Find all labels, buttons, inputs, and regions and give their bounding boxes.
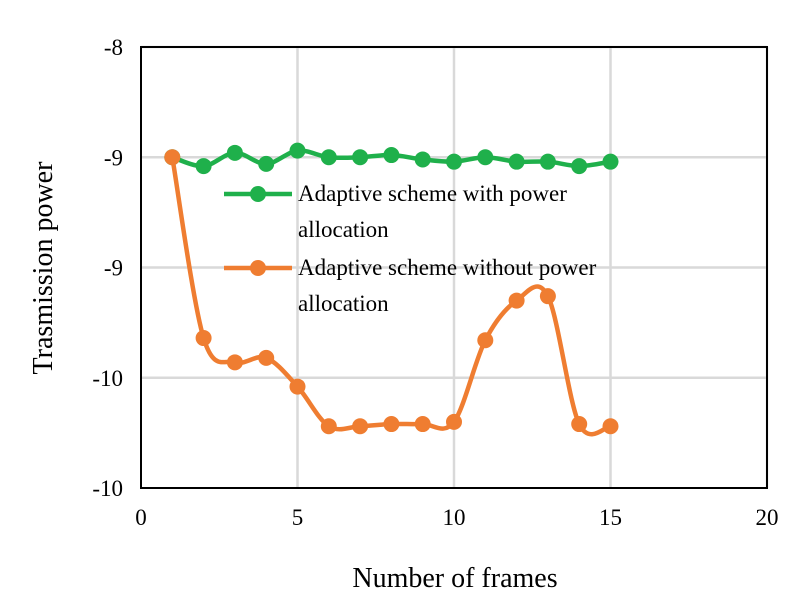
data-point-series-2	[258, 349, 275, 366]
data-point-series-2	[477, 332, 494, 349]
y-tick-label: -9	[104, 145, 123, 170]
data-point-series-1	[226, 144, 243, 161]
plot-area-frame	[140, 46, 768, 489]
y-tick-label: -8	[104, 35, 123, 60]
data-point-series-1	[258, 155, 275, 172]
data-point-series-1	[571, 158, 588, 175]
data-point-series-1	[539, 153, 556, 170]
legend-label: allocation	[298, 217, 389, 242]
data-point-series-2	[508, 292, 525, 309]
data-point-series-1	[477, 149, 494, 166]
legend-label: Adaptive scheme without power	[298, 255, 597, 280]
series-group	[164, 142, 619, 437]
data-point-series-1	[383, 147, 400, 164]
data-point-series-1	[352, 149, 369, 166]
x-tick-label: 5	[292, 505, 304, 530]
data-point-series-2	[383, 416, 400, 433]
data-point-series-1	[320, 149, 337, 166]
legend-label: allocation	[298, 291, 389, 316]
legend-label: Adaptive scheme with power	[298, 181, 567, 206]
data-point-series-1	[602, 153, 619, 170]
x-tick-label: 10	[443, 505, 466, 530]
data-point-series-1	[508, 153, 525, 170]
y-axis-title: Trasmission power	[28, 161, 59, 375]
legend: Adaptive scheme with power allocation Adap…	[224, 181, 597, 316]
y-tick-label: -10	[92, 476, 123, 501]
data-point-series-2	[414, 416, 431, 433]
data-point-series-2	[539, 288, 556, 305]
data-point-series-2	[289, 378, 306, 395]
data-point-series-2	[571, 416, 588, 433]
data-point-series-2	[164, 149, 181, 166]
tick-labels: 0 5 10 15 20 -8 -9 -9 -10 -10	[92, 35, 778, 530]
x-tick-label: 0	[135, 505, 147, 530]
data-point-series-2	[352, 418, 369, 435]
legend-swatch-marker	[250, 260, 266, 276]
data-point-series-2	[226, 354, 243, 371]
data-point-series-2	[195, 330, 212, 347]
x-tick-label: 20	[756, 505, 779, 530]
x-tick-label: 15	[599, 505, 622, 530]
plot-frame	[140, 46, 768, 489]
data-point-series-2	[602, 418, 619, 435]
data-point-series-1	[289, 142, 306, 159]
x-axis-title: Number of frames	[352, 563, 557, 594]
legend-swatch-marker	[250, 186, 266, 202]
data-point-series-1	[446, 153, 462, 170]
data-point-series-1	[414, 151, 431, 168]
y-tick-label: -10	[92, 366, 123, 391]
data-point-series-2	[446, 413, 462, 430]
data-point-series-1	[195, 158, 212, 175]
y-tick-label: -9	[104, 256, 123, 281]
data-point-series-2	[320, 418, 337, 435]
